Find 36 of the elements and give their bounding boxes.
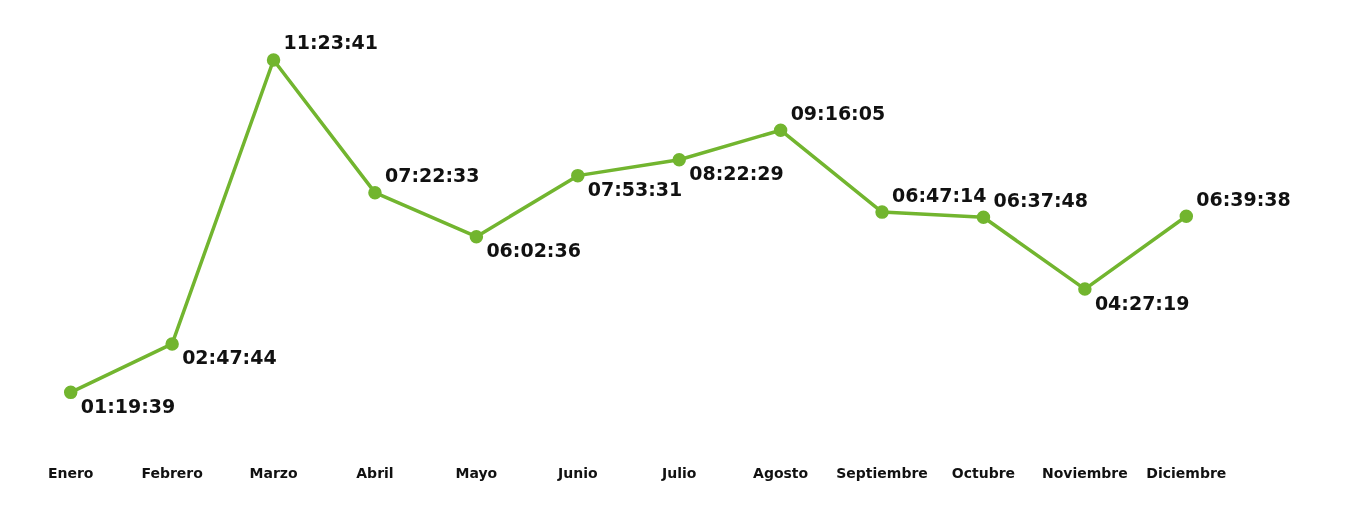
x-tick-label: Octubre bbox=[951, 465, 1016, 482]
data-label: 06:37:48 bbox=[993, 188, 1088, 211]
x-tick-label: Diciembre bbox=[1146, 465, 1227, 482]
data-label: 01:19:39 bbox=[80, 394, 176, 417]
data-label: 06:02:36 bbox=[486, 239, 581, 262]
x-tick-label: Marzo bbox=[249, 465, 298, 482]
point bbox=[368, 185, 382, 200]
x-tick-label: Junio bbox=[557, 465, 598, 482]
data-label: 08:22:29 bbox=[689, 162, 784, 185]
data-label: 06:39:38 bbox=[1196, 187, 1291, 210]
point bbox=[1078, 282, 1092, 296]
x-tick-label: Febrero bbox=[141, 465, 204, 482]
point bbox=[1179, 209, 1194, 224]
x-tick-label: Abril bbox=[356, 465, 394, 482]
x-tick-label: Enero bbox=[47, 465, 94, 482]
x-tick-label: Noviembre bbox=[1041, 465, 1128, 482]
point bbox=[875, 205, 889, 219]
point bbox=[469, 229, 484, 244]
point bbox=[165, 337, 179, 351]
point bbox=[976, 210, 991, 225]
data-label: 02:47:44 bbox=[182, 346, 277, 369]
point bbox=[773, 123, 788, 137]
data-label: 11:23:41 bbox=[283, 31, 379, 54]
x-tick-label: Mayo bbox=[455, 465, 498, 482]
data-label: 09:16:05 bbox=[790, 101, 886, 124]
point bbox=[63, 385, 78, 400]
data-label: 04:27:19 bbox=[1094, 291, 1190, 314]
data-label: 06:47:14 bbox=[892, 183, 987, 206]
x-tick-label: Julio bbox=[661, 465, 697, 482]
x-tick-label: Septiembre bbox=[836, 465, 928, 482]
point bbox=[571, 168, 585, 183]
point bbox=[266, 53, 281, 67]
data-label: 07:22:33 bbox=[384, 164, 480, 187]
data-label: 07:53:31 bbox=[587, 178, 683, 201]
point bbox=[672, 152, 686, 167]
x-tick-label: Agosto bbox=[753, 465, 809, 482]
